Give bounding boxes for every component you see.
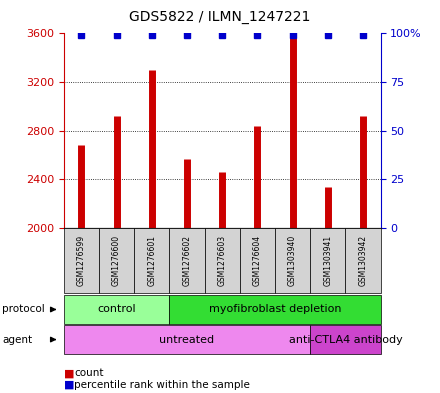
Text: agent: agent <box>2 334 32 345</box>
Text: GSM1276603: GSM1276603 <box>218 235 227 286</box>
Text: untreated: untreated <box>159 334 215 345</box>
Text: anti-CTLA4 antibody: anti-CTLA4 antibody <box>289 334 402 345</box>
Text: GSM1303940: GSM1303940 <box>288 235 297 286</box>
Text: GDS5822 / ILMN_1247221: GDS5822 / ILMN_1247221 <box>129 10 311 24</box>
Text: GSM1303942: GSM1303942 <box>359 235 367 286</box>
Text: GSM1276601: GSM1276601 <box>147 235 156 286</box>
Text: GSM1303941: GSM1303941 <box>323 235 332 286</box>
Text: myofibroblast depletion: myofibroblast depletion <box>209 305 341 314</box>
Text: GSM1276600: GSM1276600 <box>112 235 121 286</box>
Text: control: control <box>97 305 136 314</box>
Text: ■: ■ <box>64 380 74 390</box>
Text: count: count <box>74 368 103 378</box>
Text: percentile rank within the sample: percentile rank within the sample <box>74 380 250 390</box>
Text: ■: ■ <box>64 368 74 378</box>
Text: GSM1276599: GSM1276599 <box>77 235 86 286</box>
Text: GSM1276604: GSM1276604 <box>253 235 262 286</box>
Text: GSM1276602: GSM1276602 <box>183 235 191 286</box>
Text: protocol: protocol <box>2 305 45 314</box>
